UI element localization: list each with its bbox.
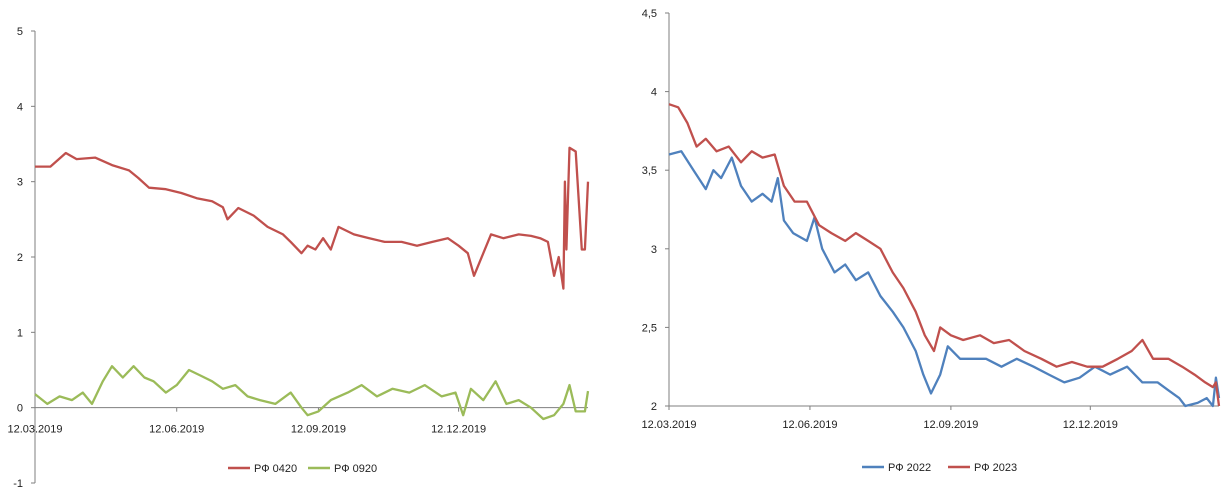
legend-label: РФ 0420 xyxy=(254,463,297,475)
y-tick-label: 5 xyxy=(17,26,23,38)
y-tick-label: 2 xyxy=(17,252,23,264)
y-tick-label: 1 xyxy=(17,327,23,339)
x-tick-label: 12.09.2019 xyxy=(923,419,978,431)
series-line-0 xyxy=(35,146,590,290)
y-tick-label: 2,5 xyxy=(642,322,657,334)
y-tick-label: 3,5 xyxy=(642,165,657,177)
y-tick-label: 3 xyxy=(17,177,23,189)
y-tick-label: 0 xyxy=(17,403,23,415)
series-line-1 xyxy=(34,365,590,421)
y-tick-label: 4 xyxy=(17,101,23,113)
y-tick-label: 2 xyxy=(651,401,657,413)
series-line-0 xyxy=(668,150,1221,408)
legend-label: РФ 2022 xyxy=(888,462,931,474)
chart-left: -1 0 1 2 3 4 5 12.03.2019 12.06.2019 12.09.2019 12… xyxy=(7,26,590,487)
y-tick-label: 3 xyxy=(651,244,657,256)
y-tick-label: 4 xyxy=(651,87,657,99)
legend-label: РФ 0920 xyxy=(334,463,377,475)
x-tick-label: 12.09.2019 xyxy=(291,424,346,436)
legend-label: РФ 2023 xyxy=(974,462,1017,474)
x-tick-label: 12.03.2019 xyxy=(7,424,62,436)
y-tick-label: 4,5 xyxy=(642,8,657,20)
x-tick-label: 12.12.2019 xyxy=(1063,419,1118,431)
x-tick-label: 12.06.2019 xyxy=(782,419,837,431)
x-tick-label: 12.12.2019 xyxy=(431,424,486,436)
y-tick-label: -1 xyxy=(13,478,23,487)
x-tick-label: 12.06.2019 xyxy=(149,424,204,436)
x-tick-label: 12.03.2019 xyxy=(641,419,696,431)
chart-right: 2 2,5 3 3,5 4 4,5 12.03.2019 12.06.2019 12.09.20… xyxy=(641,8,1221,474)
series-line-1 xyxy=(668,103,1221,407)
